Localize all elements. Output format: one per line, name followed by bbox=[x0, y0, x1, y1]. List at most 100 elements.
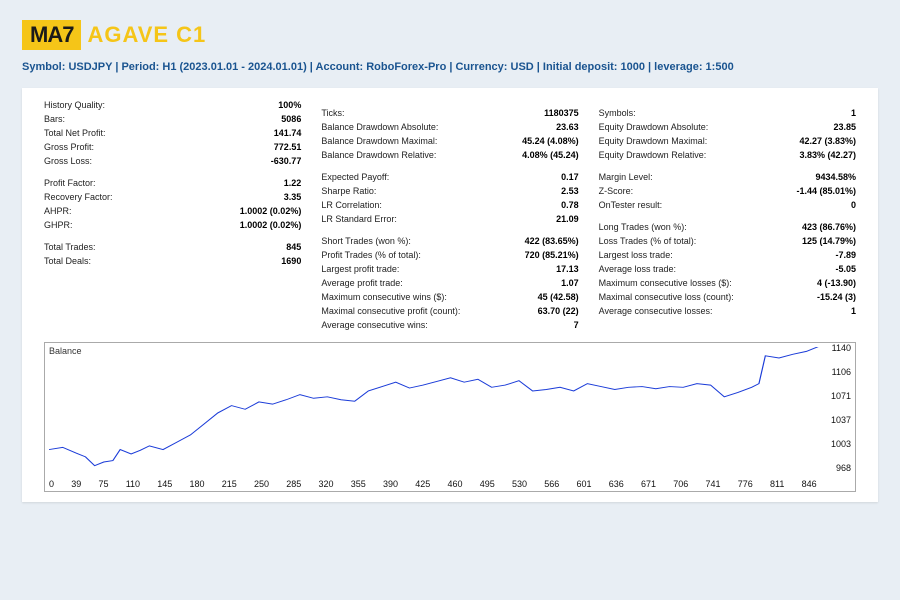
stat-row: Maximal consecutive loss (count):-15.24 … bbox=[599, 290, 856, 304]
stat-label: Maximum consecutive losses ($): bbox=[599, 276, 732, 290]
stat-value: 1180375 bbox=[544, 106, 579, 120]
stat-label: Symbols: bbox=[599, 106, 636, 120]
stat-row: Ticks: 1180375 bbox=[321, 106, 578, 120]
stat-row: Total Net Profit: 141.74 bbox=[44, 126, 301, 140]
balance-chart: Balance 11401106107110371003968 03975110… bbox=[44, 342, 856, 492]
stat-row: OnTester result:0 bbox=[599, 198, 856, 212]
stat-value: 772.51 bbox=[274, 140, 302, 154]
stats-col-2: Ticks: 1180375 Balance Drawdown Absolute: 2… bbox=[321, 98, 578, 332]
stat-value: 422 (83.65%) bbox=[525, 234, 579, 248]
stat-label: Largest profit trade: bbox=[321, 262, 399, 276]
stat-label: Total Net Profit: bbox=[44, 126, 106, 140]
stat-value: 1690 bbox=[281, 254, 301, 268]
stat-row: Equity Drawdown Maximal:42.27 (3.83%) bbox=[599, 134, 856, 148]
stat-value: 1.22 bbox=[284, 176, 302, 190]
stat-label: Bars: bbox=[44, 112, 65, 126]
stat-row: Total Deals:1690 bbox=[44, 254, 301, 268]
stat-label: Balance Drawdown Absolute: bbox=[321, 120, 438, 134]
stat-label: Loss Trades (% of total): bbox=[599, 234, 697, 248]
stat-value: 21.09 bbox=[556, 212, 579, 226]
stat-label: Balance Drawdown Maximal: bbox=[321, 134, 437, 148]
stat-value: 423 (86.76%) bbox=[802, 220, 856, 234]
stat-row: Equity Drawdown Absolute: 23.85 bbox=[599, 120, 856, 134]
stat-label: Gross Profit: bbox=[44, 140, 94, 154]
stat-row: Symbols: 1 bbox=[599, 106, 856, 120]
stat-row: Balance Drawdown Relative: 4.08% (45.24) bbox=[321, 148, 578, 162]
stats-col-1: History Quality:100%Bars:5086Total Net P… bbox=[44, 98, 301, 332]
stat-value: 3.35 bbox=[284, 190, 302, 204]
stat-label: Margin Level: bbox=[599, 170, 653, 184]
stats-col-3: Symbols:1Equity Drawdown Absolute:23.85E… bbox=[599, 98, 856, 332]
stat-row: Z-Score:-1.44 (85.01%) bbox=[599, 184, 856, 198]
stat-row: AHPR: 1.0002 (0.02%) bbox=[44, 204, 301, 218]
stat-value: 141.74 bbox=[274, 126, 302, 140]
stat-value: 4 (-13.90) bbox=[817, 276, 856, 290]
stat-value: -7.89 bbox=[835, 248, 856, 262]
stat-value: 9434.58% bbox=[815, 170, 856, 184]
stat-value: 45 (42.58) bbox=[538, 290, 579, 304]
stat-label: Z-Score: bbox=[599, 184, 634, 198]
stat-label: Balance Drawdown Relative: bbox=[321, 148, 436, 162]
stat-row: Sharpe Ratio: 2.53 bbox=[321, 184, 578, 198]
stat-value: 1.0002 (0.02%) bbox=[240, 204, 302, 218]
stat-row: Expected Payoff: 0.17 bbox=[321, 170, 578, 184]
stat-row: LR Correlation:0.78 bbox=[321, 198, 578, 212]
stat-value: 3.83% (42.27) bbox=[799, 148, 856, 162]
stat-label: GHPR: bbox=[44, 218, 73, 232]
logo-row: MA7 AGAVE C1 bbox=[22, 20, 878, 50]
stat-row: Average loss trade:-5.05 bbox=[599, 262, 856, 276]
stat-row: Balance Drawdown Maximal: 45.24 (4.08%) bbox=[321, 134, 578, 148]
chart-y-axis: 11401106107110371003968 bbox=[831, 343, 851, 473]
stat-value: 845 bbox=[286, 240, 301, 254]
subtitle-bar: Symbol: USDJPY | Period: H1 (2023.01.01 … bbox=[22, 60, 878, 74]
stat-label: Gross Loss: bbox=[44, 154, 92, 168]
stat-label: Equity Drawdown Absolute: bbox=[599, 120, 709, 134]
stat-value: 2.53 bbox=[561, 184, 579, 198]
stat-row: Maximum consecutive losses ($): 4 (-13.90… bbox=[599, 276, 856, 290]
stat-value: -630.77 bbox=[271, 154, 302, 168]
stat-label: Average consecutive wins: bbox=[321, 318, 427, 332]
stat-label: LR Standard Error: bbox=[321, 212, 397, 226]
stat-value: 0.17 bbox=[561, 170, 579, 184]
stat-label: Short Trades (won %): bbox=[321, 234, 411, 248]
stat-row: Average consecutive losses:1 bbox=[599, 304, 856, 318]
stat-row: Long Trades (won %): 423 (86.76%) bbox=[599, 220, 856, 234]
stat-label: Sharpe Ratio: bbox=[321, 184, 376, 198]
stat-row: Equity Drawdown Relative:3.83% (42.27) bbox=[599, 148, 856, 162]
stat-label: Total Trades: bbox=[44, 240, 96, 254]
stat-value: 23.85 bbox=[833, 120, 856, 134]
stat-row: Profit Trades (% of total):720 (85.21%) bbox=[321, 248, 578, 262]
stat-value: 1 bbox=[851, 106, 856, 120]
stat-label: Maximal consecutive profit (count): bbox=[321, 304, 460, 318]
stat-row: Total Trades: 845 bbox=[44, 240, 301, 254]
stat-value: 5086 bbox=[281, 112, 301, 126]
stat-label: Profit Trades (% of total): bbox=[321, 248, 421, 262]
stat-row: LR Standard Error: 21.09 bbox=[321, 212, 578, 226]
chart-plot bbox=[49, 347, 821, 473]
stat-row: Short Trades (won %): 422 (83.65%) bbox=[321, 234, 578, 248]
stat-row: History Quality:100% bbox=[44, 98, 301, 112]
stat-value: 4.08% (45.24) bbox=[522, 148, 579, 162]
logo-text: AGAVE C1 bbox=[87, 22, 206, 48]
stat-value: 23.63 bbox=[556, 120, 579, 134]
stat-label: Ticks: bbox=[321, 106, 344, 120]
stat-label: Long Trades (won %): bbox=[599, 220, 687, 234]
stat-label: Average loss trade: bbox=[599, 262, 676, 276]
stat-value: 1 bbox=[851, 304, 856, 318]
stat-row: Average profit trade:1.07 bbox=[321, 276, 578, 290]
stat-label: Recovery Factor: bbox=[44, 190, 113, 204]
stats-grid: History Quality:100%Bars:5086Total Net P… bbox=[44, 98, 856, 332]
stat-label: Maximal consecutive loss (count): bbox=[599, 290, 734, 304]
stat-label: OnTester result: bbox=[599, 198, 663, 212]
header: MA7 AGAVE C1 Symbol: USDJPY | Period: H1… bbox=[0, 0, 900, 80]
stat-row: Loss Trades (% of total): 125 (14.79%) bbox=[599, 234, 856, 248]
stat-value: 1.07 bbox=[561, 276, 579, 290]
stat-label: AHPR: bbox=[44, 204, 72, 218]
stat-label: Expected Payoff: bbox=[321, 170, 389, 184]
stat-row: Margin Level: 9434.58% bbox=[599, 170, 856, 184]
stat-value: 0.78 bbox=[561, 198, 579, 212]
stat-row: Gross Loss: -630.77 bbox=[44, 154, 301, 168]
stat-value: 1.0002 (0.02%) bbox=[240, 218, 302, 232]
stat-value: 45.24 (4.08%) bbox=[522, 134, 579, 148]
stat-value: 125 (14.79%) bbox=[802, 234, 856, 248]
